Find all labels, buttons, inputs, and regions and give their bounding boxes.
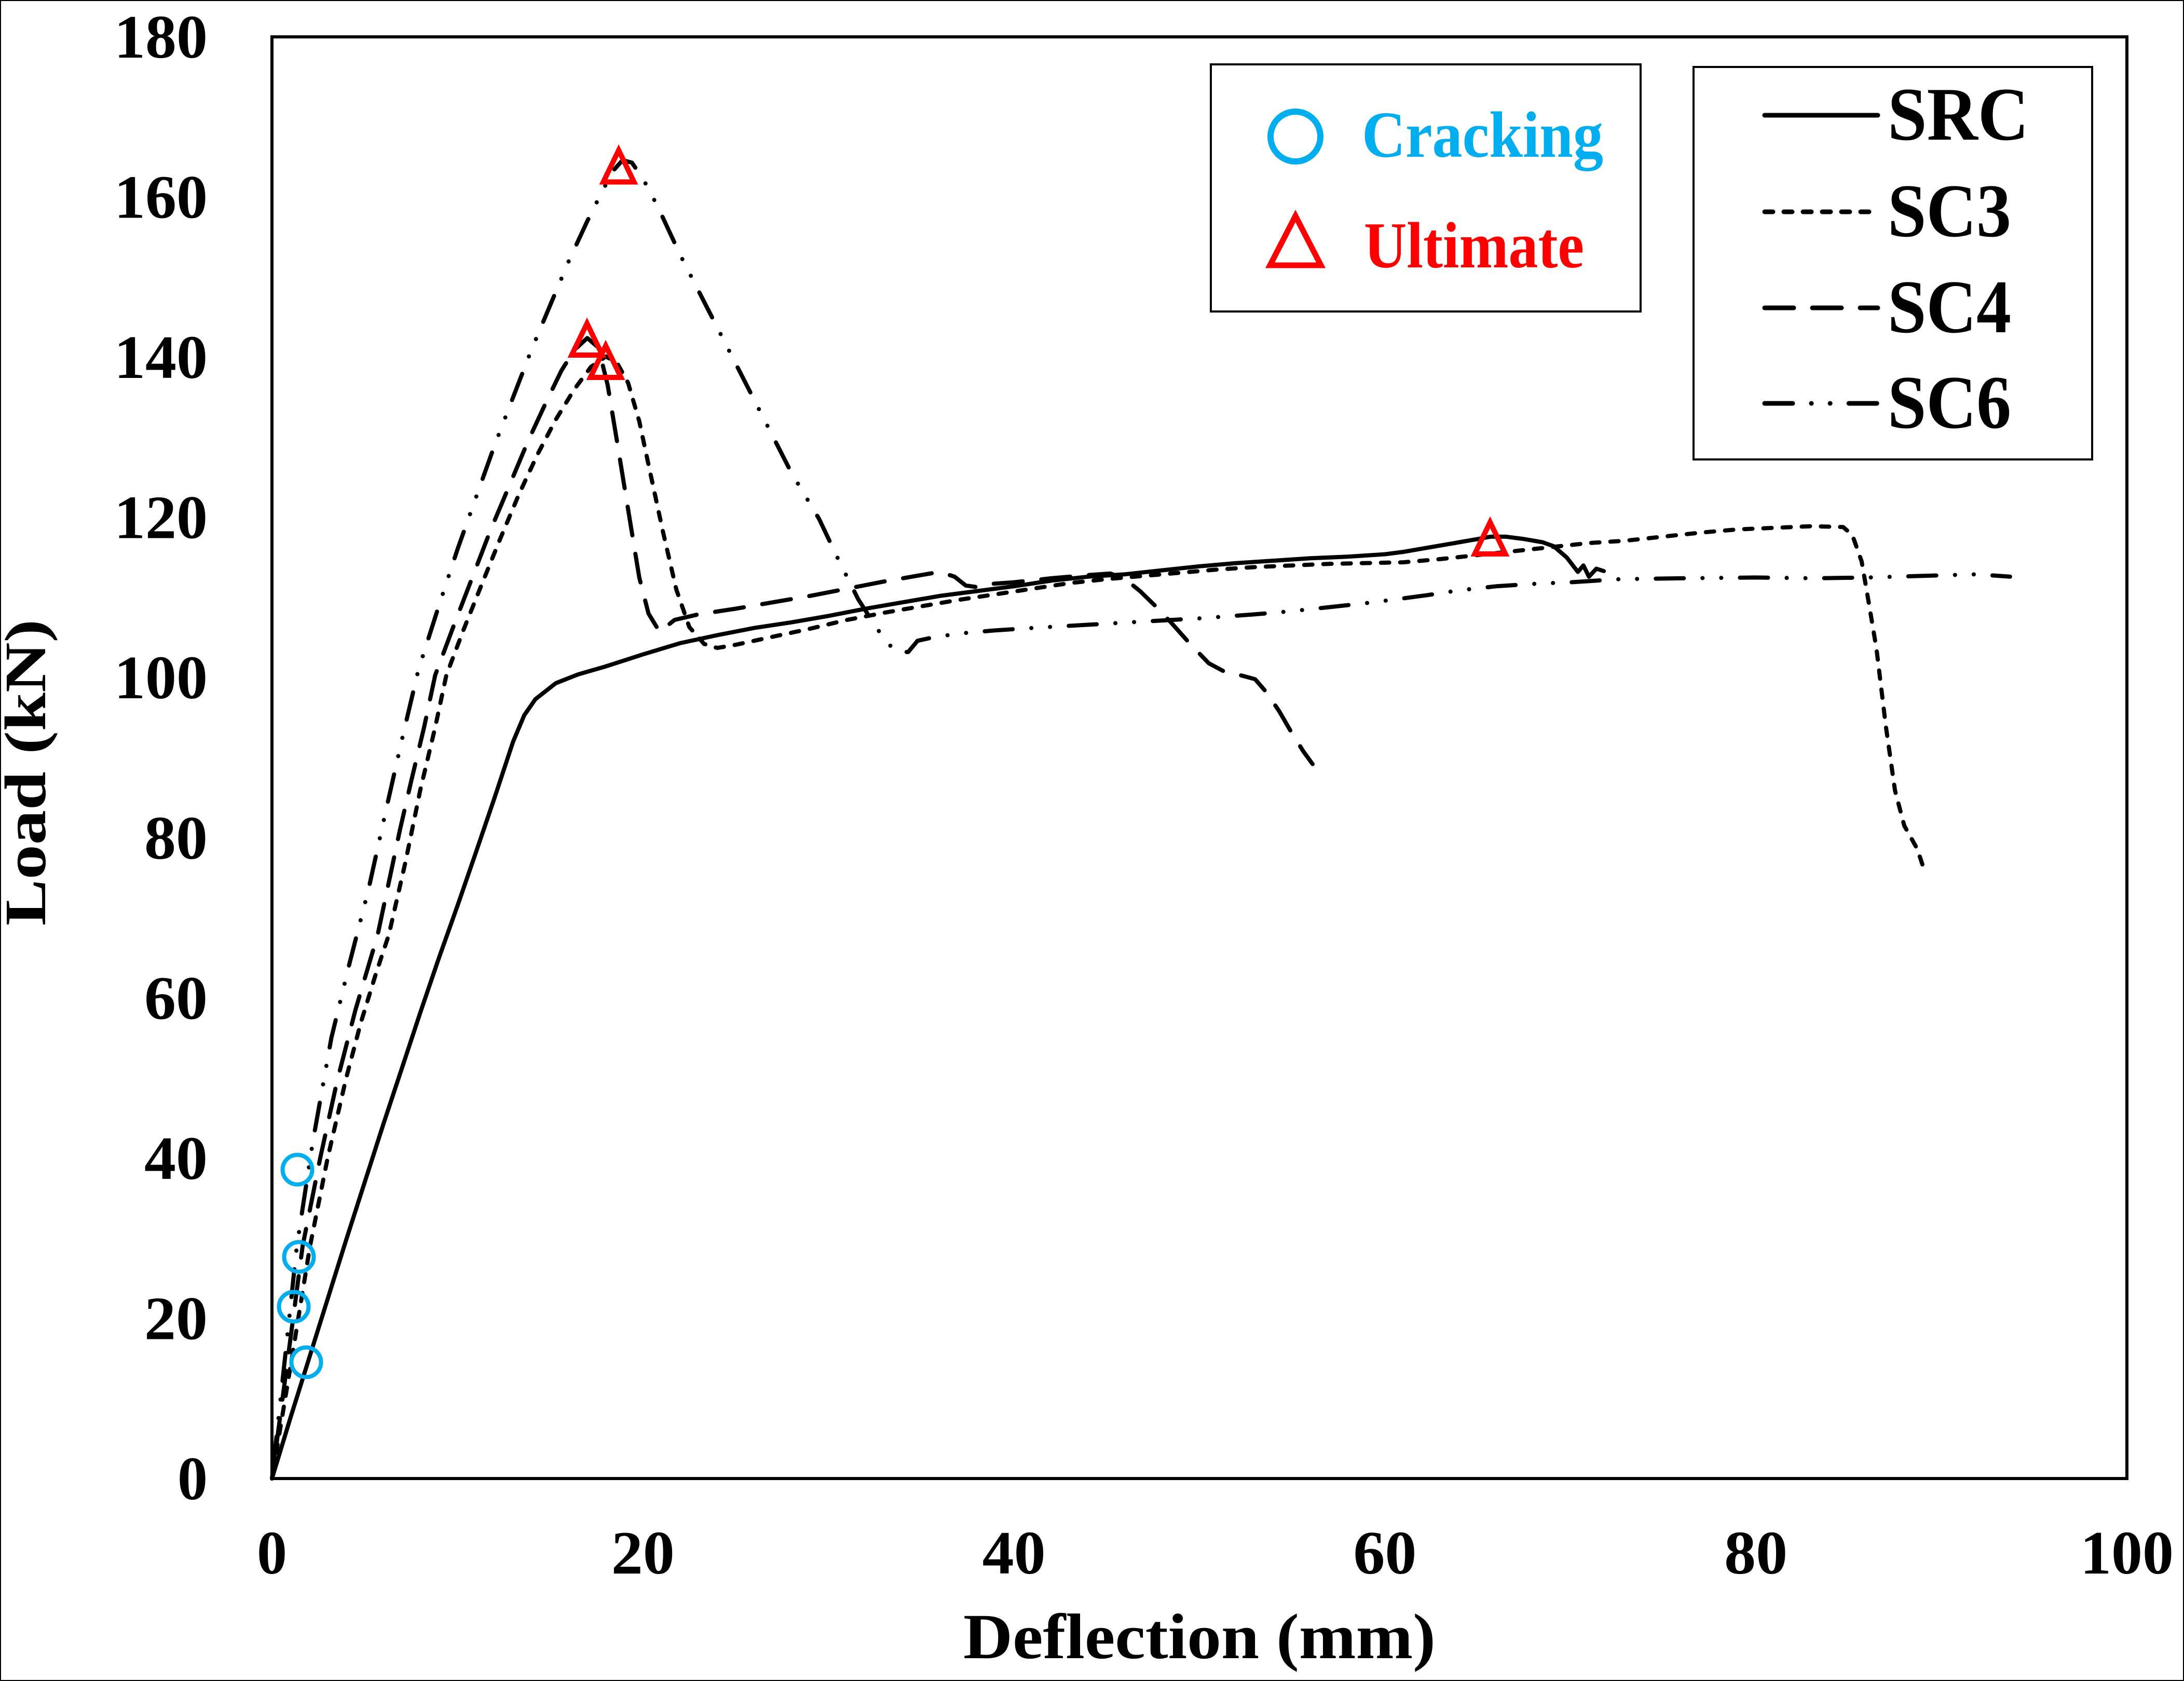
svg-text:100: 100 xyxy=(2080,1519,2174,1587)
svg-text:20: 20 xyxy=(611,1519,675,1587)
svg-text:60: 60 xyxy=(144,964,208,1032)
svg-text:100: 100 xyxy=(114,643,208,712)
svg-text:40: 40 xyxy=(982,1519,1046,1587)
svg-text:SRC: SRC xyxy=(1888,72,2029,156)
svg-text:120: 120 xyxy=(114,483,208,552)
svg-text:0: 0 xyxy=(257,1519,287,1587)
svg-text:140: 140 xyxy=(114,323,208,391)
svg-text:SC6: SC6 xyxy=(1888,360,2011,444)
svg-text:80: 80 xyxy=(1724,1519,1787,1587)
svg-text:SC4: SC4 xyxy=(1888,265,2011,349)
svg-text:Load (kN): Load (kN) xyxy=(0,619,58,926)
svg-text:60: 60 xyxy=(1353,1519,1416,1587)
svg-text:Cracking: Cracking xyxy=(1362,99,1603,171)
svg-text:Ultimate: Ultimate xyxy=(1364,210,1584,282)
svg-text:40: 40 xyxy=(144,1124,208,1192)
svg-text:SC3: SC3 xyxy=(1888,169,2011,253)
svg-text:80: 80 xyxy=(144,804,208,872)
svg-text:Deflection (mm): Deflection (mm) xyxy=(963,1601,1436,1672)
svg-text:160: 160 xyxy=(114,163,208,232)
svg-text:180: 180 xyxy=(114,3,208,71)
svg-text:20: 20 xyxy=(144,1284,208,1352)
svg-text:0: 0 xyxy=(178,1444,208,1513)
